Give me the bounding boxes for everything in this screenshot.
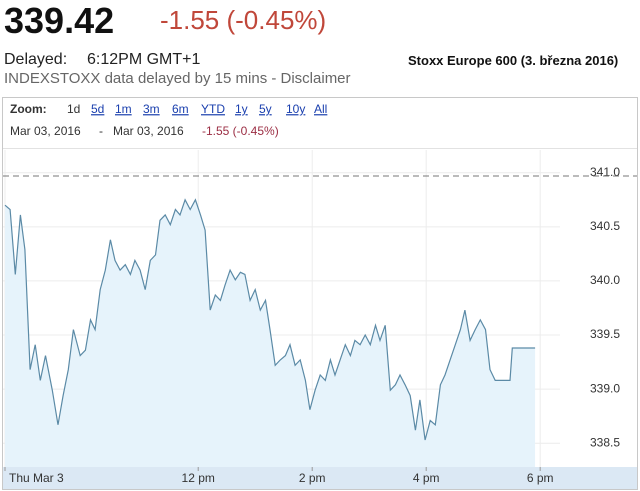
range-to: Mar 03, 2016 bbox=[113, 124, 184, 138]
range-separator: - bbox=[99, 124, 103, 138]
y-tick-label: 340.0 bbox=[590, 273, 620, 287]
zoom-link[interactable]: YTD bbox=[201, 102, 225, 116]
x-tick-label: 12 pm bbox=[182, 471, 215, 485]
x-axis-band bbox=[3, 467, 637, 489]
zoom-label: Zoom: bbox=[10, 102, 47, 116]
caption: Stoxx Europe 600 (3. března 2016) bbox=[408, 53, 619, 68]
range-change: -1.55 (-0.45%) bbox=[202, 124, 279, 138]
range-from: Mar 03, 2016 bbox=[10, 124, 81, 138]
y-tick-label: 340.5 bbox=[590, 219, 620, 233]
price: 339.42 bbox=[4, 0, 115, 41]
x-tick-label: Thu Mar 3 bbox=[9, 471, 64, 485]
zoom-link[interactable]: All bbox=[314, 102, 327, 116]
x-tick-label: 2 pm bbox=[299, 471, 326, 485]
delayed-time: 6:12PM GMT+1 bbox=[87, 51, 201, 68]
zoom-link[interactable]: 6m bbox=[172, 102, 189, 116]
y-tick-label: 338.5 bbox=[590, 435, 620, 449]
zoom-link[interactable]: 5d bbox=[91, 102, 104, 116]
line bbox=[4, 198, 536, 441]
delayed-label: Delayed: bbox=[4, 51, 68, 68]
zoom-link[interactable]: 1m bbox=[115, 102, 132, 116]
zoom-selected[interactable]: 1d bbox=[67, 102, 80, 116]
y-tick-label: 341.0 bbox=[590, 165, 620, 179]
x-tick-label: 4 pm bbox=[413, 471, 440, 485]
zoom-link[interactable]: 5y bbox=[259, 102, 272, 116]
x-tick-label: 6 pm bbox=[527, 471, 554, 485]
zoom-link[interactable]: 1y bbox=[235, 102, 248, 116]
change: -1.55 (-0.45%) bbox=[160, 5, 327, 35]
y-tick-label: 339.5 bbox=[590, 327, 620, 341]
source-note: INDEXSTOXX data delayed by 15 mins - Dis… bbox=[4, 70, 351, 87]
zoom-link[interactable]: 10y bbox=[286, 102, 305, 116]
y-tick-label: 339.0 bbox=[590, 381, 620, 395]
zoom-link[interactable]: 3m bbox=[143, 102, 160, 116]
